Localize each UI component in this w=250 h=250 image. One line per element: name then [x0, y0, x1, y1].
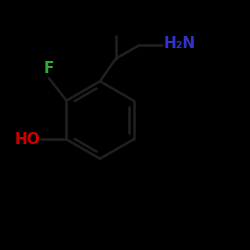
Text: HO: HO — [14, 132, 40, 147]
Text: F: F — [44, 60, 54, 76]
Text: H₂N: H₂N — [163, 36, 196, 51]
